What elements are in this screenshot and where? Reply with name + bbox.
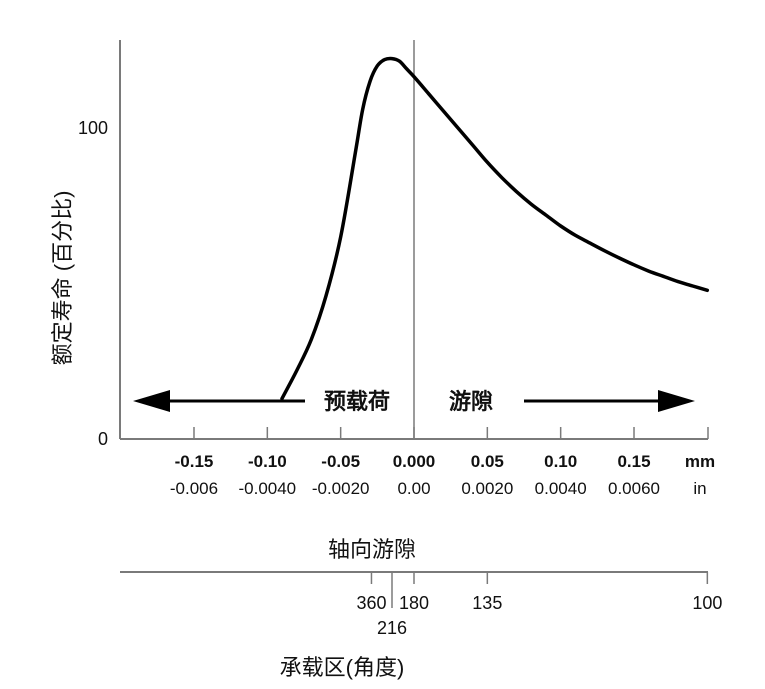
load-zone-label: 承载区(角度) [280, 655, 405, 680]
x-tick-label-mm: -0.05 [321, 452, 360, 471]
x-tick-label-in: -0.0040 [238, 479, 296, 498]
x-tick-label-mm: -0.15 [175, 452, 214, 471]
load-zone-tick-label: 100 [692, 593, 722, 613]
clearance-region-label: 游隙 [449, 389, 493, 414]
unit-in-label: in [693, 479, 706, 498]
x-tick-label-mm: 0.15 [617, 452, 650, 471]
x-tick-label-in: 0.0020 [461, 479, 513, 498]
load-zone-tick-label: 216 [377, 618, 407, 638]
preload-arrowhead [133, 390, 170, 412]
load-zone-tick-label: 360 [356, 593, 386, 613]
labels: 额定寿命 (百分比) 轴向游隙 mm in 预载荷 游隙 承载区(角度) [50, 191, 715, 680]
x-tick-label-mm: 0.000 [393, 452, 436, 471]
clearance-arrowhead [658, 390, 695, 412]
region-arrows [133, 390, 695, 412]
tick-labels: 100 0 -0.15 -0.006 -0.10 -0.0040 -0.05 -0.0020 0… [78, 118, 660, 498]
x-tick-label-in: -0.006 [170, 479, 218, 498]
x-tick-label-in: 0.0060 [608, 479, 660, 498]
curve-layer [280, 56, 710, 401]
x-axis-label: 轴向游隙 [328, 537, 416, 562]
y-tick-label: 100 [78, 118, 108, 138]
x-tick-label-mm: 0.05 [471, 452, 504, 471]
load-zone-tick-label: 180 [399, 593, 429, 613]
x-tick-label-in: 0.0040 [535, 479, 587, 498]
rated-life-curve [280, 56, 710, 401]
x-tick-label-in: 0.00 [397, 479, 430, 498]
x-tick-label-mm: 0.10 [544, 452, 577, 471]
unit-mm-label: mm [685, 452, 715, 471]
y-tick-label: 0 [98, 429, 108, 449]
y-axis-label: 额定寿命 (百分比) [50, 191, 75, 366]
x-tick-label-mm: -0.10 [248, 452, 287, 471]
axes [119, 40, 709, 440]
load-zone-scale: 360 216 180 135 100 [120, 571, 722, 638]
load-zone-tick-label: 135 [472, 593, 502, 613]
x-tick-label-in: -0.0020 [312, 479, 370, 498]
preload-region-label: 预载荷 [324, 389, 390, 414]
